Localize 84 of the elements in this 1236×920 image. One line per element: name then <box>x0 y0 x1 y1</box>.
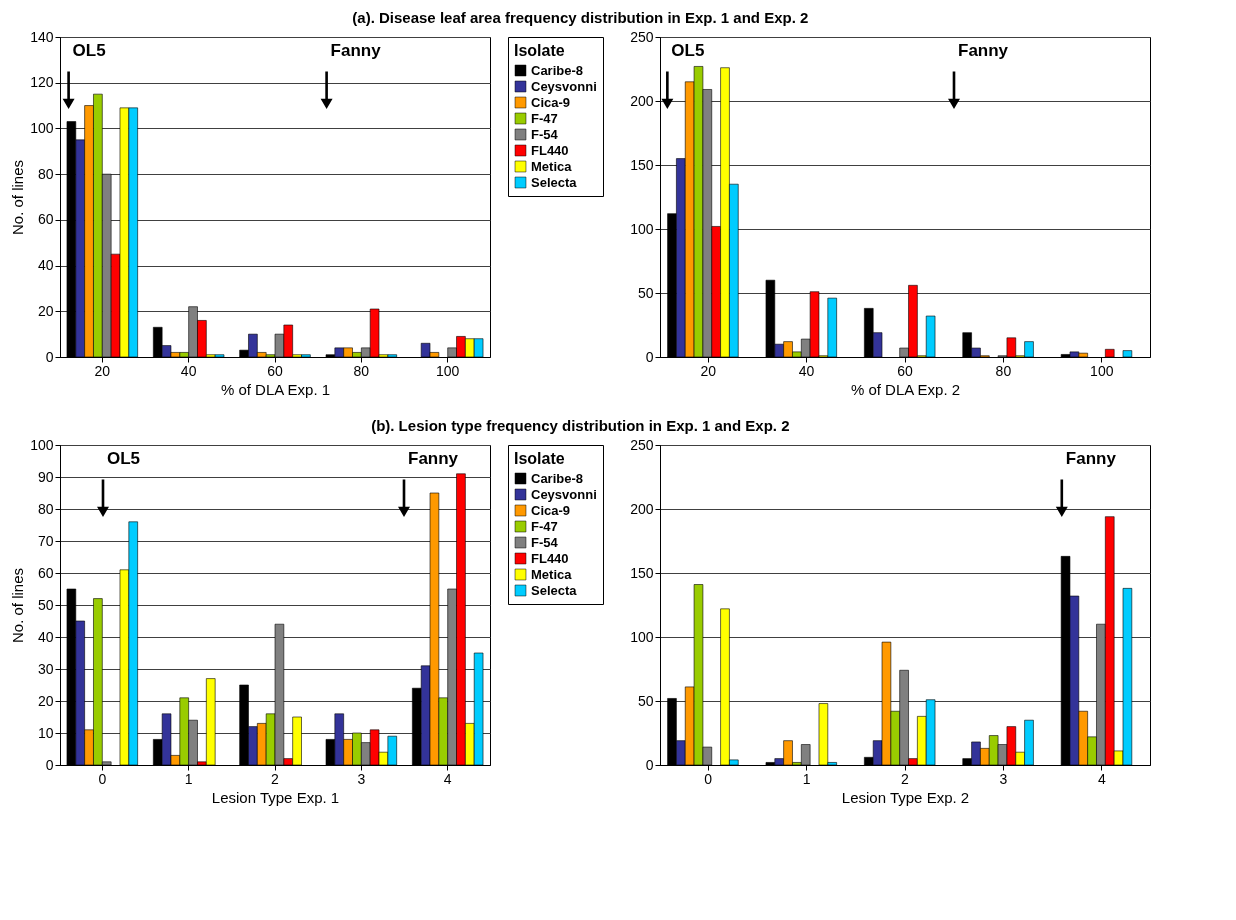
legend-label: F-54 <box>531 534 559 550</box>
y-axis-title: No. of lines <box>9 159 27 236</box>
x-tick-label: 60 <box>267 362 283 379</box>
x-tick-label: 3 <box>357 770 366 787</box>
x-tick-label: 80 <box>353 362 370 379</box>
y-tick-label: 70 <box>37 532 54 549</box>
legend-label: Ceysvonni <box>531 486 597 502</box>
legend-title: Isolate <box>514 42 565 59</box>
annotation: OL5 <box>671 41 705 60</box>
legend-label: Caribe-8 <box>531 470 584 486</box>
legend-label: F-47 <box>531 518 558 534</box>
legend-label: FL440 <box>531 550 569 566</box>
annotation: Fanny <box>1065 449 1117 468</box>
y-tick-label: 140 <box>30 28 54 45</box>
y-tick-label: 0 <box>45 348 54 365</box>
x-axis-title: Lesion Type Exp. 1 <box>211 788 340 806</box>
y-tick-label: 120 <box>30 74 54 91</box>
x-tick-label: 20 <box>94 362 111 379</box>
x-axis-title: % of DLA Exp. 2 <box>850 380 961 398</box>
y-tick-label: 250 <box>630 436 654 453</box>
x-tick-label: 40 <box>798 362 815 379</box>
y-tick-label: 250 <box>630 28 654 45</box>
legend-label: Selecta <box>531 174 578 190</box>
annotation: Fanny <box>330 41 382 60</box>
legend-label: Caribe-8 <box>531 62 584 78</box>
x-tick-label: 100 <box>1090 362 1114 379</box>
x-tick-label: 2 <box>271 770 280 787</box>
y-tick-label: 10 <box>37 724 54 741</box>
annotation: Fanny <box>408 449 459 468</box>
annotation: OL5 <box>72 41 106 60</box>
x-tick-label: 1 <box>184 770 193 787</box>
y-tick-label: 100 <box>30 119 54 136</box>
y-tick-label: 40 <box>37 257 54 274</box>
x-tick-label: 4 <box>443 770 452 787</box>
y-tick-label: 80 <box>37 165 54 182</box>
x-tick-label: 80 <box>995 362 1012 379</box>
legend-label: F-47 <box>531 110 558 126</box>
x-tick-label: 2 <box>901 770 910 787</box>
x-tick-label: 60 <box>897 362 913 379</box>
x-axis-title: % of DLA Exp. 1 <box>220 380 331 398</box>
y-tick-label: 100 <box>630 220 654 237</box>
y-tick-label: 100 <box>30 436 54 453</box>
y-tick-label: 40 <box>37 628 54 645</box>
y-tick-label: 20 <box>37 302 54 319</box>
y-tick-label: 60 <box>37 211 54 228</box>
y-tick-label: 150 <box>630 156 654 173</box>
annotation: OL5 <box>107 449 141 468</box>
y-tick-label: 90 <box>37 468 54 485</box>
y-tick-label: 0 <box>45 756 54 773</box>
legend-label: Cica-9 <box>531 94 571 110</box>
legend-label: F-54 <box>531 126 559 142</box>
x-tick-label: 4 <box>1097 770 1106 787</box>
legend-label: FL440 <box>531 142 569 158</box>
y-tick-label: 60 <box>37 564 54 581</box>
x-tick-label: 20 <box>700 362 717 379</box>
text: (b). Lesion type frequency distribution in Exp. 1 and Exp. 2 <box>371 416 790 434</box>
y-tick-label: 50 <box>637 284 654 301</box>
y-tick-label: 0 <box>645 348 654 365</box>
legend-label: Metica <box>531 566 573 582</box>
y-tick-label: 150 <box>630 564 654 581</box>
x-tick-label: 0 <box>704 770 713 787</box>
y-tick-label: 50 <box>637 692 654 709</box>
x-tick-label: 0 <box>98 770 107 787</box>
y-tick-label: 200 <box>630 500 654 517</box>
y-tick-label: 80 <box>37 500 54 517</box>
y-axis-title: No. of lines <box>9 567 27 644</box>
legend-label: Ceysvonni <box>531 78 597 94</box>
legend-label: Metica <box>531 158 573 174</box>
x-tick-label: 1 <box>802 770 811 787</box>
legend-title: Isolate <box>514 450 565 467</box>
x-tick-label: 3 <box>999 770 1008 787</box>
y-tick-label: 20 <box>37 692 54 709</box>
text: (a). Disease leaf area frequency distribution in Exp. 1 and Exp. 2 <box>352 8 809 26</box>
y-tick-label: 50 <box>37 596 54 613</box>
y-tick-label: 30 <box>37 660 54 677</box>
x-tick-label: 100 <box>436 362 460 379</box>
y-tick-label: 200 <box>630 92 654 109</box>
x-tick-label: 40 <box>180 362 197 379</box>
y-tick-label: 100 <box>630 628 654 645</box>
x-axis-title: Lesion Type Exp. 2 <box>841 788 970 806</box>
legend-label: Selecta <box>531 582 578 598</box>
annotation: Fanny <box>958 41 1009 60</box>
y-tick-label: 0 <box>645 756 654 773</box>
legend-label: Cica-9 <box>531 502 571 518</box>
